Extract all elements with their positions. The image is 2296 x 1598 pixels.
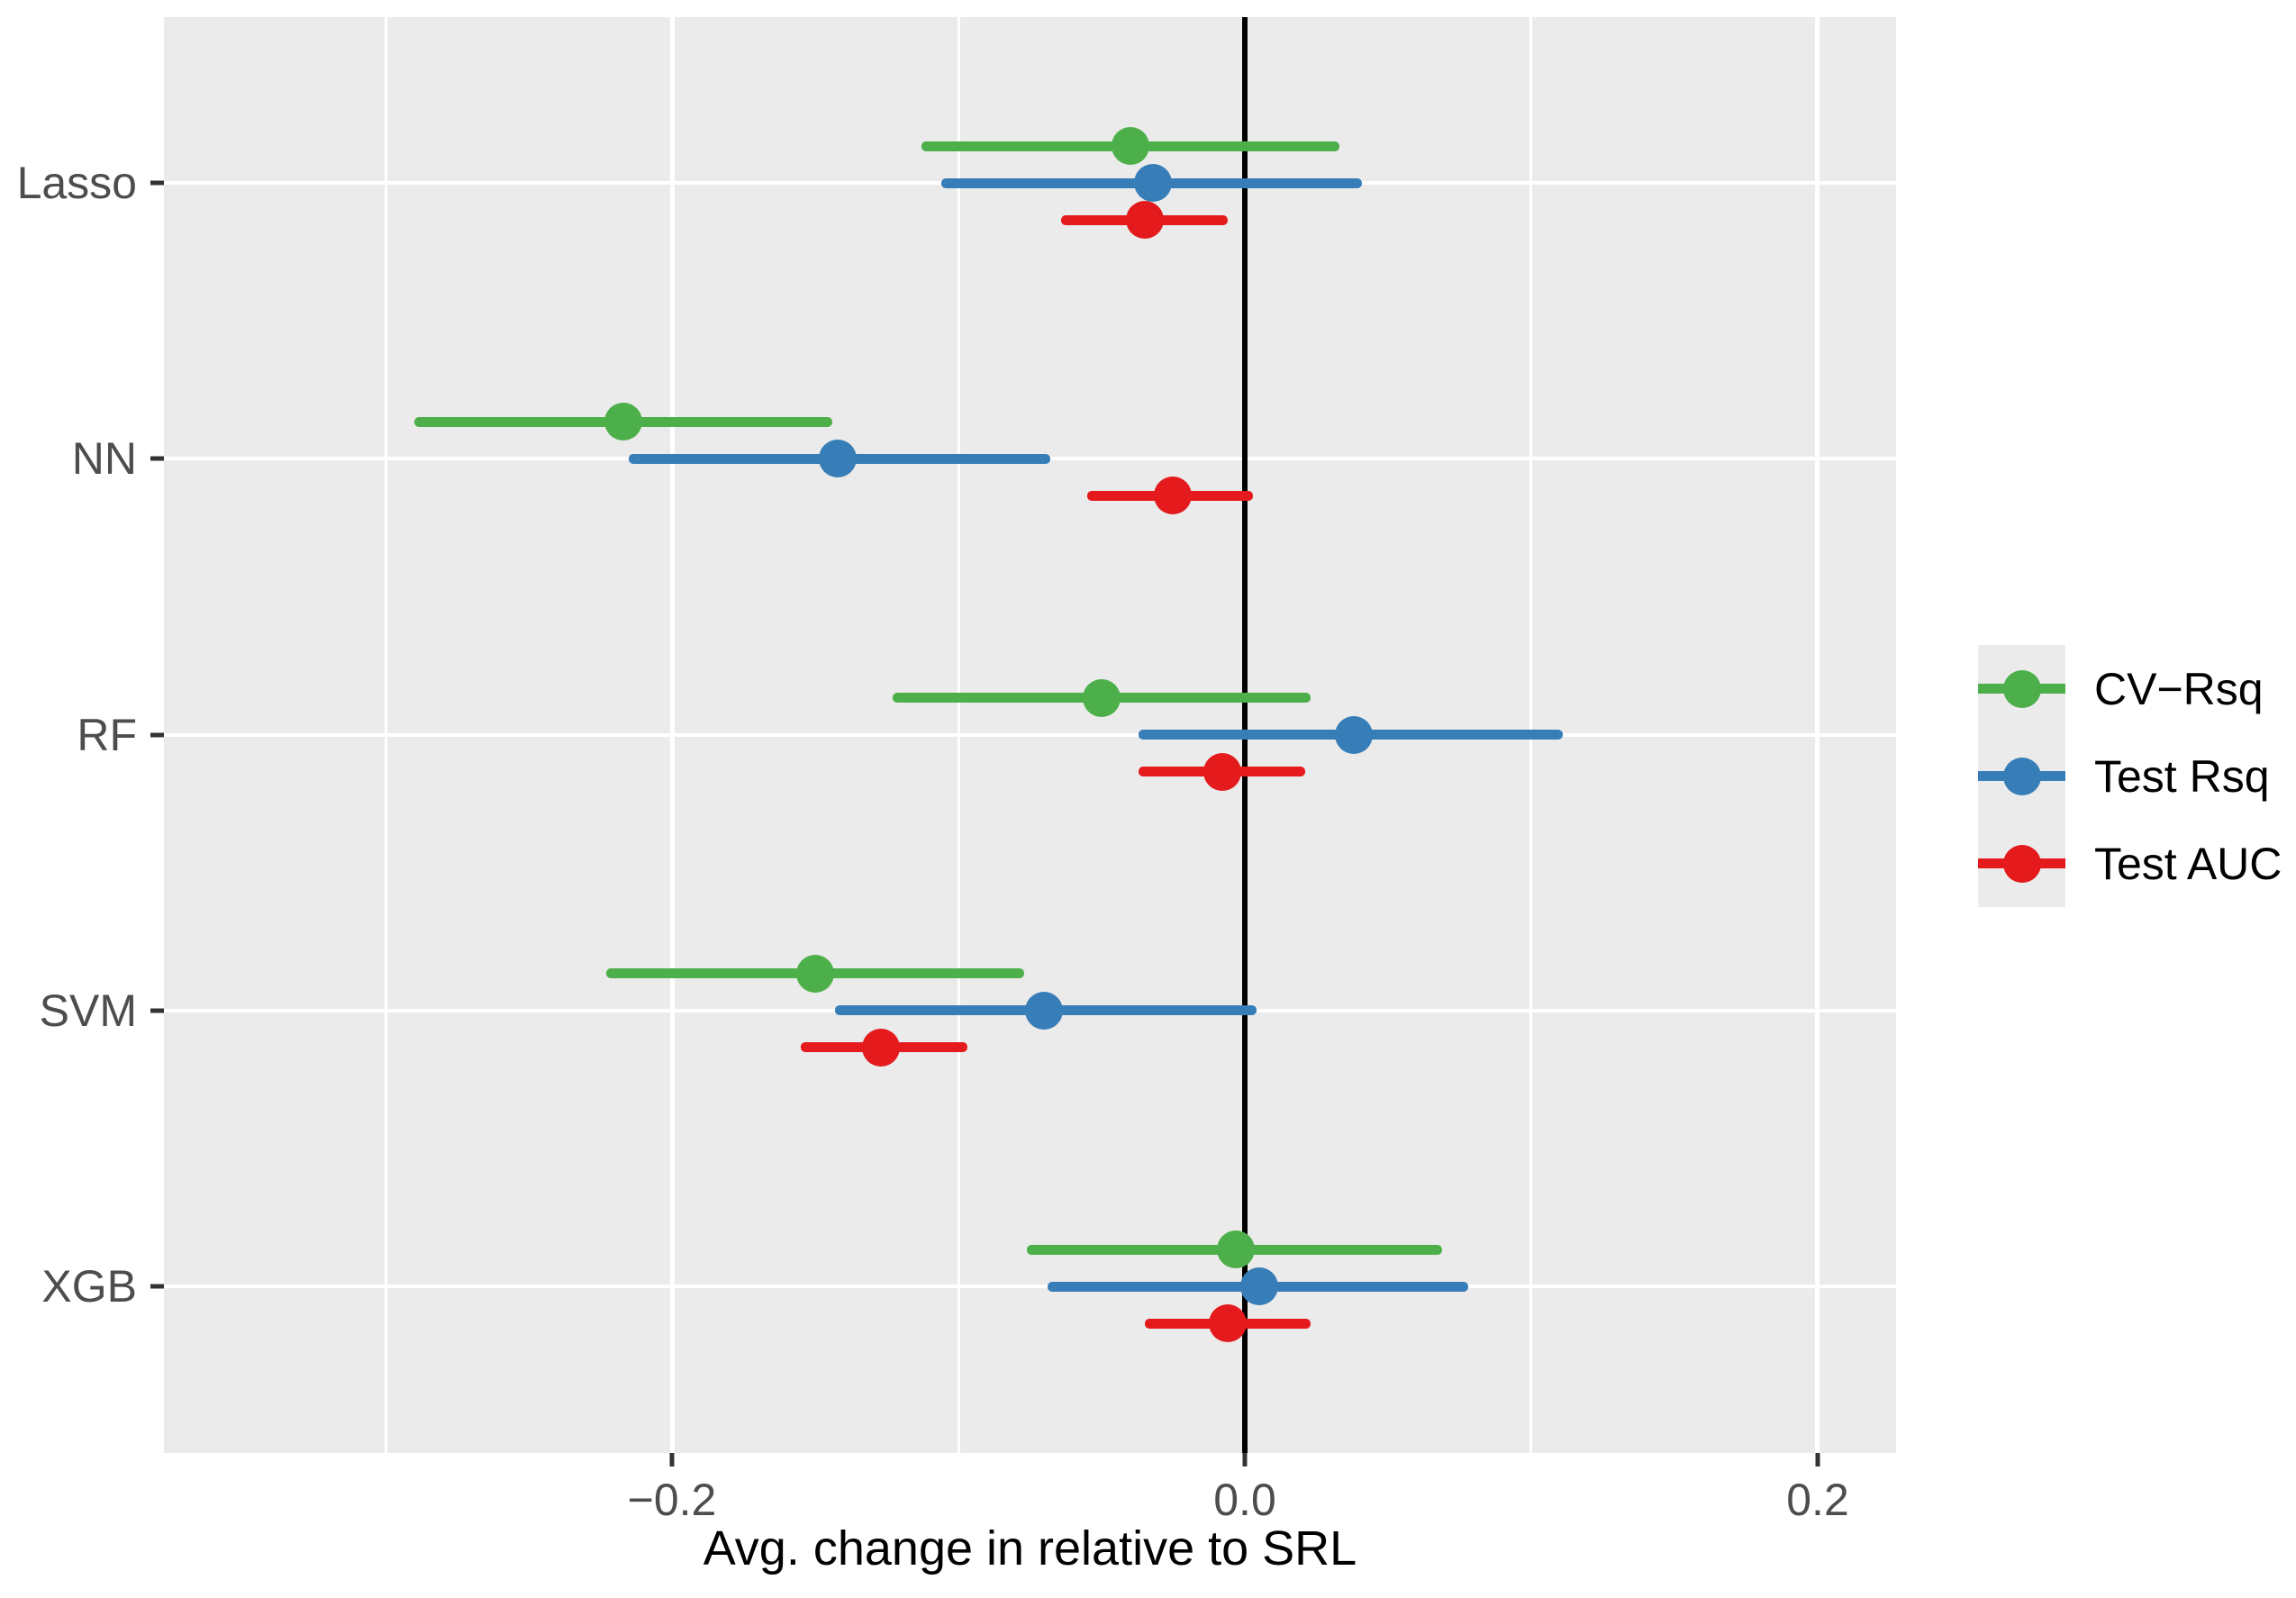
- data-point: [1217, 1230, 1256, 1269]
- y-tick-mark: [150, 732, 164, 738]
- y-tick-label: XGB: [41, 1261, 137, 1312]
- data-point: [1111, 127, 1149, 165]
- data-point: [1082, 678, 1121, 717]
- x-axis-title: Avg. change in relative to SRL: [703, 1521, 1357, 1575]
- legend-entry-test-auc: Test AUC: [1978, 820, 2293, 907]
- x-tick-label: 0.0: [1213, 1475, 1276, 1525]
- data-point: [1134, 164, 1173, 202]
- x-tick-label: 0.2: [1786, 1475, 1849, 1525]
- y-tick-label: NN: [71, 433, 137, 485]
- x-tick-label: −0.2: [627, 1475, 717, 1525]
- category-gridline: [164, 732, 1896, 737]
- legend-key-box: [1978, 732, 2065, 820]
- y-tick-label: Lasso: [16, 158, 137, 208]
- category-gridline: [164, 1285, 1896, 1289]
- y-tick-label: RF: [77, 709, 137, 760]
- data-point: [796, 954, 835, 993]
- legend: CV−Rsq Test Rsq Test AUC: [1978, 645, 2293, 907]
- point-key-icon: [2002, 844, 2041, 883]
- y-tick-mark: [150, 456, 164, 461]
- data-point: [604, 403, 642, 441]
- data-point: [1202, 752, 1241, 791]
- data-point: [1125, 201, 1164, 239]
- data-point: [819, 440, 858, 478]
- data-point: [1154, 477, 1193, 515]
- x-tick-mark: [669, 1453, 675, 1466]
- data-point: [1239, 1267, 1278, 1306]
- plot-panel: [164, 17, 1896, 1453]
- data-point: [1334, 715, 1373, 754]
- y-tick-label: SVM: [39, 985, 137, 1036]
- legend-entry-cv-rsq: CV−Rsq: [1978, 645, 2293, 732]
- y-tick-mark: [150, 1008, 164, 1013]
- point-key-icon: [2002, 757, 2041, 795]
- legend-label: Test AUC: [2094, 838, 2282, 889]
- legend-entry-test-rsq: Test Rsq: [1978, 732, 2293, 820]
- y-tick-mark: [150, 180, 164, 186]
- legend-key-box: [1978, 820, 2065, 907]
- x-tick-mark: [1815, 1453, 1820, 1466]
- data-point: [862, 1028, 901, 1067]
- legend-label: Test Rsq: [2094, 750, 2270, 802]
- legend-key-box: [1978, 645, 2065, 732]
- point-key-icon: [2002, 669, 2041, 708]
- legend-label: CV−Rsq: [2094, 663, 2264, 714]
- y-tick-mark: [150, 1284, 164, 1289]
- x-tick-mark: [1242, 1453, 1248, 1466]
- data-point: [1025, 991, 1064, 1030]
- data-point: [1208, 1304, 1247, 1343]
